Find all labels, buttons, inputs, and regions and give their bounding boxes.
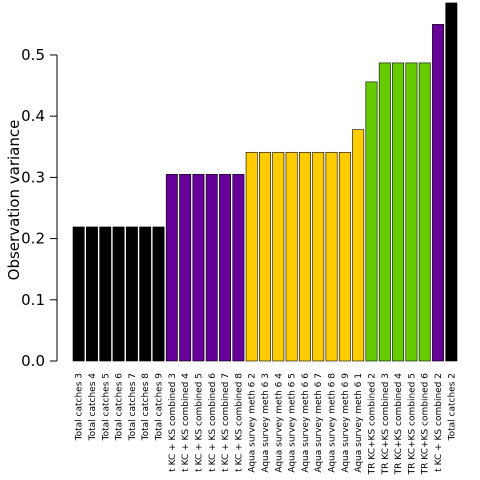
bar	[352, 129, 365, 362]
bar	[125, 226, 138, 362]
bar	[99, 226, 112, 362]
bar	[112, 226, 125, 362]
y-tick-label: 0.0	[21, 352, 45, 370]
y-axis: 0.0 0.1 0.2 0.3 0.4 0.5	[21, 46, 58, 370]
x-tick-label: Total catches 7	[128, 373, 138, 441]
y-tick-label: 0.3	[21, 168, 45, 186]
y-tick-label: 0.1	[21, 291, 45, 309]
bar	[152, 226, 165, 362]
bar	[312, 151, 325, 362]
bar	[165, 174, 178, 362]
bar	[432, 24, 444, 362]
x-tick-label: t KC + KS combined 3	[168, 373, 178, 472]
x-axis-labels: Total catches 3 Total catches 4 Total catc…	[75, 373, 458, 476]
bar	[272, 151, 285, 362]
x-tick-label: TR KC+KS combined 2	[367, 373, 377, 475]
bar	[139, 226, 152, 362]
bar	[285, 151, 298, 362]
bar	[232, 174, 245, 362]
x-tick-label: t KC + KS combined 2	[434, 373, 444, 472]
x-tick-label: TR KC+KS combined 5	[407, 373, 417, 475]
x-tick-label: t KC + KS combined 4	[181, 373, 191, 472]
bar	[338, 151, 351, 362]
y-tick-label: 0.4	[21, 107, 45, 125]
x-tick-label: TR KC+KS combined 4	[394, 373, 404, 476]
bar	[325, 151, 338, 362]
x-tick-label: t KC + KS combined 5	[194, 373, 204, 472]
x-tick-label: t KC + KS combined 7	[221, 373, 231, 472]
bars-group	[72, 2, 458, 362]
bar	[192, 174, 205, 362]
x-tick-label: Aqua survey meth 6 1	[354, 373, 364, 473]
y-tick-label: 0.5	[21, 46, 45, 64]
bar	[205, 174, 218, 362]
bar	[418, 62, 431, 362]
x-tick-label: Aqua survey meth 6 6	[301, 373, 311, 473]
bar	[392, 62, 405, 362]
bar	[179, 174, 192, 362]
y-tick-label: 0.2	[21, 230, 45, 248]
y-axis-title: Observation variance	[5, 120, 23, 281]
x-tick-label: Aqua survey meth 6 4	[274, 373, 284, 473]
x-tick-label: Total catches 2	[447, 373, 457, 441]
bar	[298, 151, 311, 362]
bar	[219, 174, 232, 362]
bar	[445, 2, 458, 362]
x-tick-label: Total catches 8	[141, 373, 151, 442]
x-tick-label: Total catches 5	[101, 373, 111, 441]
x-tick-label: t KC + KS combined 8	[234, 373, 244, 472]
bar	[259, 151, 271, 362]
bar	[365, 81, 378, 362]
x-tick-label: TR KC+KS combined 6	[421, 373, 431, 476]
bar	[86, 226, 98, 362]
x-tick-label: Total catches 3	[75, 373, 85, 441]
x-tick-label: Total catches 9	[155, 373, 165, 442]
x-tick-label: Total catches 4	[88, 373, 98, 442]
bar	[72, 226, 85, 362]
bar	[405, 62, 418, 362]
x-tick-label: t KC + KS combined 6	[208, 373, 218, 472]
x-tick-label: Aqua survey meth 6 8	[328, 373, 338, 473]
bar	[245, 151, 258, 362]
x-tick-label: Aqua survey meth 6 3	[261, 373, 271, 473]
x-tick-label: Aqua survey meth 6 9	[341, 373, 351, 473]
x-tick-label: Aqua survey meth 6 5	[288, 373, 298, 473]
x-tick-label: Total catches 6	[115, 373, 125, 442]
x-tick-label: Aqua survey meth 6 7	[314, 373, 324, 473]
bar	[378, 62, 391, 362]
x-tick-label: TR KC+KS combined 3	[381, 373, 391, 475]
x-tick-label: Aqua survey meth 6 2	[248, 373, 258, 473]
